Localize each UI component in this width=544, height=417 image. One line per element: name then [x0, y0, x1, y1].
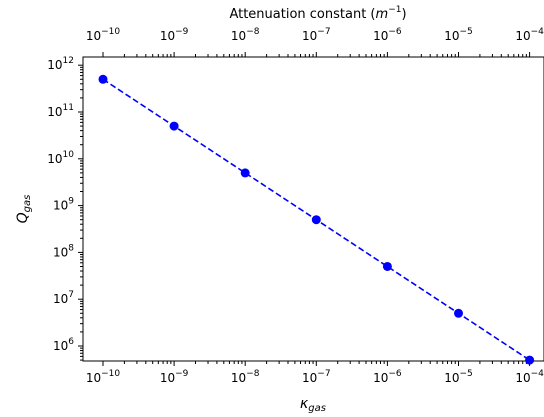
x-tick-label-bottom: 10−7: [302, 369, 331, 385]
data-point: [98, 74, 108, 84]
data-point: [311, 215, 321, 225]
x-tick-label-bottom: 10−8: [231, 369, 260, 385]
x-tick-label-top: 10−9: [160, 27, 189, 43]
x-tick-label-top: 10−5: [444, 27, 473, 43]
y-tick-label: 1011: [47, 103, 74, 119]
plot-frame: [82, 56, 544, 362]
y-tick-label: 109: [53, 197, 74, 213]
x-tick-label-top: 10−4: [515, 27, 544, 43]
x-tick-label-top: 10−7: [302, 27, 331, 43]
x-axis-label: κgas: [300, 396, 326, 414]
x-tick-label-bottom: 10−6: [373, 369, 402, 385]
y-tick-label: 1010: [47, 150, 74, 166]
x-tick-label-top: 10−10: [86, 27, 121, 43]
x-tick-label-bottom: 10−9: [160, 369, 189, 385]
data-point: [454, 308, 463, 318]
y-tick-label: 108: [53, 243, 74, 259]
data-point: [240, 168, 250, 178]
y-tick-label: 1012: [47, 56, 74, 72]
x-tick-label-bottom: 10−5: [444, 369, 473, 385]
data-point: [169, 121, 179, 131]
x-tick-label-bottom: 10−4: [515, 369, 544, 385]
data-point: [382, 261, 392, 271]
data-point: [525, 355, 535, 365]
x-axis-bottom: 10−10 10−9 10−8 10−7 10−6 10−5 10−4: [86, 361, 544, 385]
y-axis: 106 107 108 109 1010 1011 1012: [47, 56, 83, 361]
top-axis-label: Attenuation constant (m−1): [229, 5, 406, 22]
x-tick-label-top: 10−6: [373, 27, 402, 43]
y-axis-label: Qgas: [15, 195, 33, 224]
x-tick-label-top: 10−8: [231, 27, 260, 43]
x-axis-top: 10−10 10−9 10−8 10−7 10−6 10−5 10−4: [86, 27, 544, 57]
x-tick-label-bottom: 10−10: [86, 369, 121, 385]
series-layer: [98, 74, 535, 365]
y-tick-label: 107: [53, 290, 74, 306]
y-tick-label: 106: [53, 337, 74, 353]
